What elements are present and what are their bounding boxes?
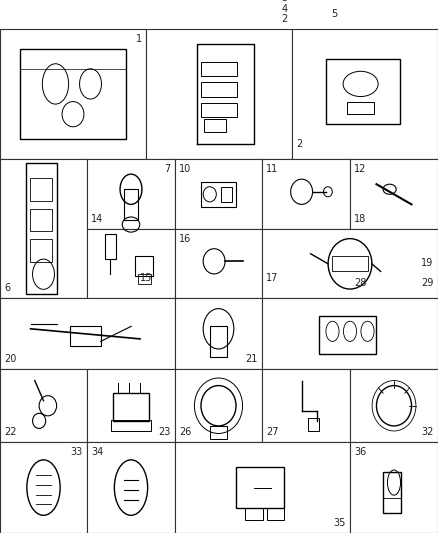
Text: 19: 19 [421,259,434,268]
Bar [210,426,227,439]
Bar [201,83,237,96]
Text: 34: 34 [92,447,104,457]
Text: 23: 23 [158,427,171,437]
Text: 36: 36 [354,447,367,457]
Bar [267,508,284,520]
Bar [0,442,87,533]
Bar [87,442,175,533]
Bar [175,369,262,442]
Bar [347,102,374,114]
Text: 33: 33 [71,447,83,457]
Bar [0,298,175,369]
Bar [210,326,227,357]
Bar [325,59,400,124]
Bar [350,159,438,229]
Bar [201,182,236,207]
Bar [30,208,52,231]
Text: 12: 12 [354,164,367,174]
Bar [201,102,237,117]
Text: 14: 14 [92,214,104,224]
Text: 7: 7 [164,164,171,174]
Bar [332,256,367,271]
Bar [262,298,438,369]
Bar [175,442,350,533]
Text: 4: 4 [282,4,288,13]
Bar [30,239,52,262]
Bar [221,187,232,202]
Text: 20: 20 [4,354,17,364]
Text: 2: 2 [297,139,303,149]
Bar [350,442,438,533]
Bar [350,369,438,442]
Bar [262,159,350,229]
Text: 15: 15 [140,273,152,283]
Bar [113,393,148,421]
Bar [383,472,401,513]
Bar [87,369,175,442]
Bar [175,229,262,298]
Bar [236,467,284,508]
Text: 1: 1 [135,34,141,44]
Text: 5: 5 [332,9,338,19]
Bar [111,420,151,431]
Text: 2: 2 [281,14,288,23]
Text: 35: 35 [333,518,346,528]
Bar [87,229,175,298]
Bar [0,159,87,298]
Bar [308,418,319,431]
Bar [245,508,262,520]
Text: 10: 10 [180,164,192,174]
Bar [70,326,101,346]
Bar [204,119,226,132]
Bar [135,256,153,277]
Text: 16: 16 [180,235,192,244]
Text: 3: 3 [282,0,288,3]
Bar [138,274,151,284]
Text: 22: 22 [4,427,17,437]
Bar [21,49,126,140]
Bar [175,159,262,229]
Text: 29: 29 [421,278,434,288]
Bar [124,189,138,220]
Bar [319,316,376,354]
Bar [0,369,87,442]
Bar [26,163,57,294]
Bar [0,29,146,159]
Text: 26: 26 [180,427,192,437]
Text: 6: 6 [4,284,11,293]
Text: 28: 28 [354,278,367,288]
Bar [105,233,116,259]
Text: 21: 21 [245,354,258,364]
Bar [262,229,438,298]
Text: 18: 18 [354,214,367,224]
Bar [87,159,175,229]
Text: 27: 27 [266,427,279,437]
Bar [262,369,350,442]
Text: 17: 17 [266,273,279,283]
Bar [146,29,292,159]
Bar [201,62,237,76]
Text: 32: 32 [421,427,434,437]
Text: 11: 11 [266,164,279,174]
Bar [292,29,438,159]
Bar [175,298,262,369]
Bar [30,179,52,201]
